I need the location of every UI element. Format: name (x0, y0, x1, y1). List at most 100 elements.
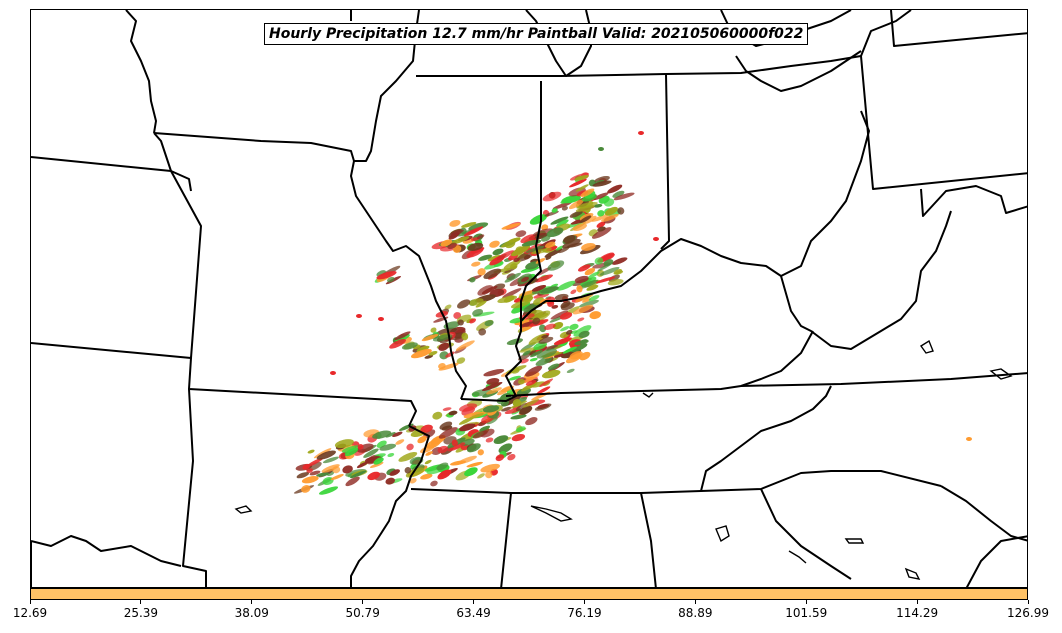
precip-streak (376, 271, 397, 280)
precip-streak (562, 346, 577, 354)
precip-streak (476, 234, 485, 240)
colorbar-tick-mark (362, 600, 364, 604)
precip-streak (553, 337, 572, 346)
lake-1 (234, 505, 253, 514)
mississippi-river (125, 10, 157, 134)
precip-streak (478, 328, 487, 336)
precip-streak (483, 369, 505, 377)
precip-streak (322, 477, 334, 485)
precip-streak (535, 258, 546, 264)
boundary-ga-sc (760, 488, 852, 580)
precip-streak (345, 476, 360, 487)
colorbar-tick-label: 88.89 (678, 606, 713, 620)
precip-streak (545, 255, 552, 260)
precip-streak (480, 463, 500, 473)
precip-streak (416, 345, 430, 353)
precip-streak (576, 201, 598, 209)
precip-streak (544, 248, 563, 258)
precip-streak (356, 461, 368, 469)
precip-streak (566, 368, 575, 374)
precip-streak (316, 472, 330, 477)
precip-streak (442, 407, 452, 411)
precip-streak (489, 240, 500, 248)
boundary-tennessee-nc (700, 385, 832, 492)
precip-streak (430, 327, 437, 333)
precip-streak (588, 295, 600, 302)
lake-9 (788, 550, 807, 564)
precip-streak (529, 357, 538, 362)
precip-streak (510, 263, 518, 270)
precip-streak (432, 411, 443, 420)
precip-streak (561, 302, 575, 311)
precip-streak (513, 257, 520, 262)
precip-streak (597, 262, 614, 272)
precip-streak (389, 469, 400, 476)
precip-streak (570, 289, 577, 295)
precip-streak (406, 443, 414, 451)
precip-streak (512, 398, 522, 407)
precip-streak (461, 332, 469, 341)
precip-streak (613, 268, 623, 275)
precip-streak (525, 365, 543, 377)
precip-streak (520, 234, 536, 244)
precip-streak (572, 304, 594, 315)
precip-streak (515, 246, 523, 251)
precip-speck (356, 314, 362, 318)
precip-streak (401, 342, 418, 350)
precip-speck (638, 131, 644, 135)
boundary-wv-outline (920, 185, 1027, 217)
precip-streak (578, 330, 590, 338)
precip-streak (579, 215, 592, 224)
precip-streak (560, 199, 568, 204)
precip-streak (321, 464, 340, 473)
precip-streak (471, 261, 481, 267)
precip-streak (425, 451, 433, 456)
precip-streak (373, 457, 384, 465)
precip-streak (394, 331, 411, 340)
precip-streak (596, 221, 606, 228)
precip-streak (421, 334, 439, 342)
precip-streak (608, 274, 620, 282)
precip-streak (344, 447, 358, 457)
precip-streak (569, 210, 583, 218)
precip-streak (493, 283, 506, 290)
precip-streak (525, 380, 537, 386)
precip-streak (457, 319, 464, 326)
precip-streak (565, 329, 573, 335)
precip-streak (515, 426, 526, 433)
louisiana-coast (31, 535, 182, 567)
precip-streak (592, 180, 612, 187)
precip-streak (301, 476, 319, 484)
precip-streak (507, 453, 516, 461)
precip-streak (428, 350, 438, 356)
precip-speck (653, 237, 659, 241)
precip-streak (410, 348, 432, 359)
precip-streak (522, 295, 534, 303)
precip-streak (387, 452, 395, 458)
boundary-nc-sc (940, 485, 1027, 542)
precip-streak (409, 478, 417, 484)
precip-streak (430, 480, 438, 487)
colorbar-tick-label: 114.29 (896, 606, 939, 620)
precip-streak (580, 339, 588, 344)
precip-streak (330, 474, 344, 481)
precip-streak (432, 334, 453, 342)
precip-streak (577, 264, 591, 272)
precip-streak (385, 477, 395, 485)
precip-streak (569, 178, 587, 188)
precip-streak (436, 462, 449, 471)
precip-streak (530, 350, 543, 358)
precip-streak (552, 201, 573, 210)
boundary-ms-al (500, 492, 512, 587)
precip-streak (572, 223, 587, 231)
lake-erie-fragment (890, 10, 1027, 47)
precip-streak (385, 432, 396, 438)
precip-streak (448, 232, 460, 240)
precip-streak (539, 324, 547, 333)
precip-streak (395, 439, 405, 445)
precip-streak (296, 472, 309, 479)
precip-streak (535, 357, 552, 366)
precip-streak (570, 343, 588, 353)
precip-streak (463, 411, 485, 419)
precip-streak (560, 326, 570, 332)
